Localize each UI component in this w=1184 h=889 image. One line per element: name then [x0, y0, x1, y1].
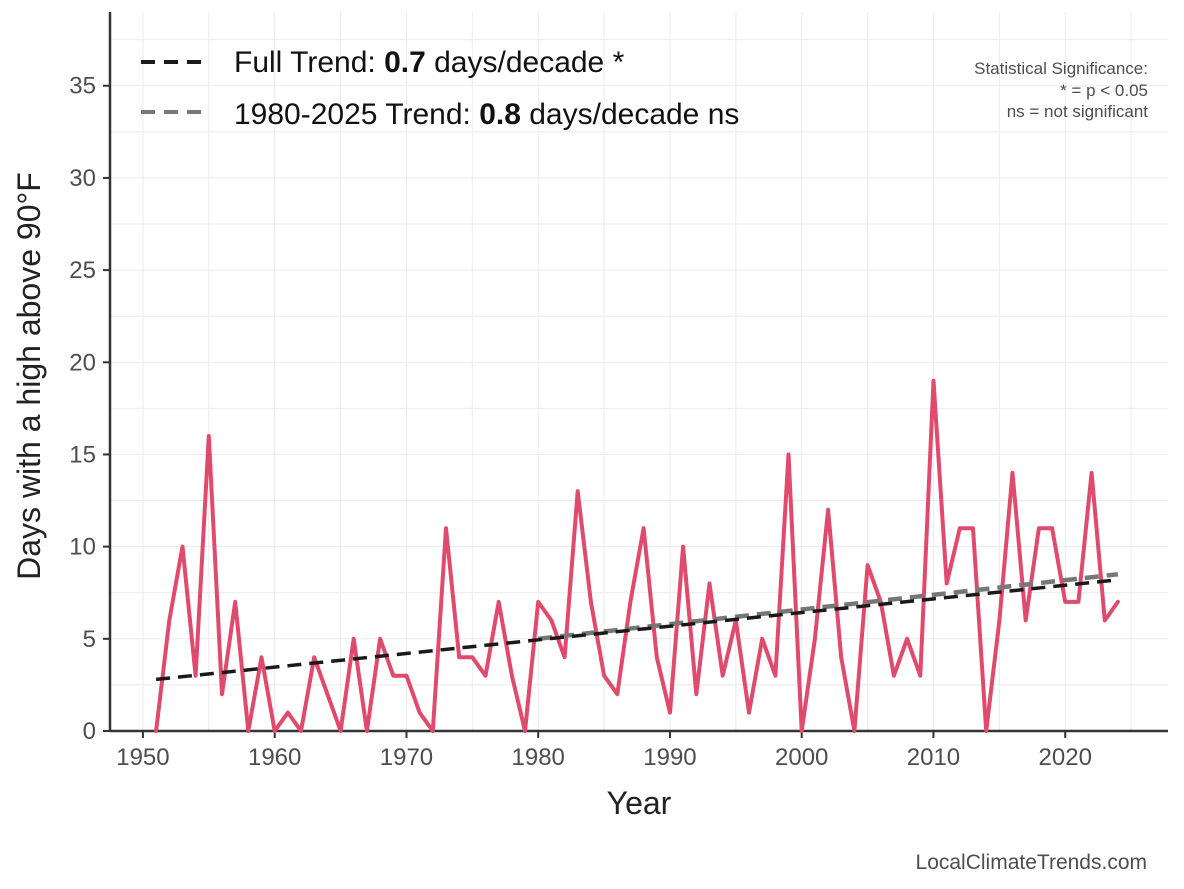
series-layer	[154, 378, 1120, 733]
y-ticks: 0 5 10 15 20 25 30 35	[69, 73, 110, 745]
y-tick-label: 0	[83, 718, 96, 745]
x-tick-label: 1960	[248, 744, 301, 771]
legend-value-full-trend: 0.7	[384, 46, 426, 79]
credit-label: LocalClimateTrends.com	[916, 851, 1147, 874]
legend-suffix-full-trend: days/decade *	[426, 46, 625, 79]
legend-suffix-recent-trend: days/decade ns	[521, 98, 739, 131]
legend-label-full-trend: Full Trend: 0.7 days/decade *	[234, 46, 625, 79]
significance-line-1: Statistical Significance:	[974, 59, 1148, 78]
legend-value-recent-trend: 0.8	[479, 98, 521, 131]
y-tick-label: 15	[69, 441, 96, 468]
x-tick-label: 1980	[512, 744, 565, 771]
series-line-full-trend	[155, 578, 1119, 682]
significance-note: Statistical Significance: * = p < 0.05 n…	[974, 59, 1148, 121]
x-tick-label: 1950	[116, 744, 169, 771]
legend-label-recent-trend: 1980-2025 Trend: 0.8 days/decade ns	[234, 98, 739, 131]
x-tick-label: 2020	[1039, 744, 1092, 771]
series-line-recent-trend	[537, 572, 1119, 642]
x-tick-label: 1970	[380, 744, 433, 771]
y-tick-label: 35	[69, 73, 96, 100]
x-ticks: 1950 1960 1970 1980 1990 2000 2010 2020	[116, 731, 1092, 771]
significance-line-2: * = p < 0.05	[1060, 81, 1148, 100]
y-tick-label: 5	[83, 626, 96, 653]
y-tick-label: 30	[69, 165, 96, 192]
significance-line-3: ns = not significant	[1007, 102, 1149, 121]
x-tick-label: 1990	[643, 744, 696, 771]
legend-prefix-full-trend: Full Trend:	[234, 46, 384, 79]
x-axis-title: Year	[607, 785, 672, 821]
y-tick-label: 10	[69, 534, 96, 561]
y-axis-title: Days with a high above 90°F	[11, 172, 47, 580]
y-tick-label: 20	[69, 349, 96, 376]
legend-prefix-recent-trend: 1980-2025 Trend:	[234, 98, 479, 131]
x-tick-label: 2000	[775, 744, 828, 771]
legend: Full Trend: 0.7 days/decade * 1980-2025 …	[141, 46, 739, 131]
axes	[108, 12, 1168, 733]
series-line-observed	[154, 378, 1120, 733]
x-tick-label: 2010	[907, 744, 960, 771]
y-tick-label: 25	[69, 257, 96, 284]
